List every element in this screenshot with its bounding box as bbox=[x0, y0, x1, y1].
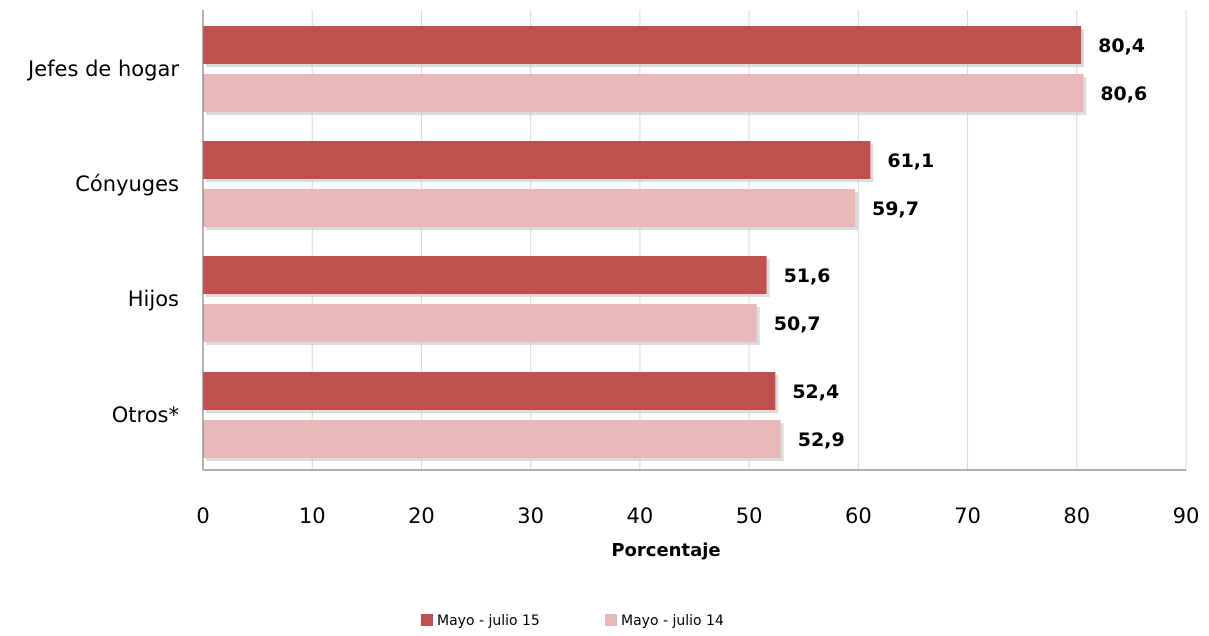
bars bbox=[203, 26, 1087, 461]
x-tick-label: 20 bbox=[408, 504, 435, 528]
legend-swatch bbox=[605, 614, 617, 626]
data-label: 50,7 bbox=[774, 313, 821, 335]
category-label: Hijos bbox=[128, 287, 179, 311]
legend-label: Mayo - julio 15 bbox=[437, 613, 540, 629]
data-label: 52,4 bbox=[792, 381, 839, 403]
data-labels: 80,4 80,6 61,1 59,7 51,6 50,7 52,4 52,9 bbox=[774, 35, 1147, 451]
category-label: Jefes de hogar bbox=[26, 57, 179, 81]
data-label: 52,9 bbox=[798, 429, 845, 451]
bar bbox=[203, 141, 871, 179]
axes bbox=[202, 10, 1186, 471]
bar bbox=[203, 26, 1082, 64]
x-tick-label: 10 bbox=[299, 504, 326, 528]
legend: Mayo - julio 15 Mayo - julio 14 bbox=[421, 613, 724, 629]
data-label: 61,1 bbox=[887, 150, 934, 172]
data-label: 59,7 bbox=[872, 198, 919, 220]
category-labels: Jefes de hogar Cónyuges Hijos Otros* bbox=[26, 57, 179, 427]
bar bbox=[203, 372, 776, 410]
x-tick-label: 50 bbox=[736, 504, 763, 528]
data-label: 80,4 bbox=[1098, 35, 1145, 57]
bar bbox=[203, 420, 781, 458]
bar bbox=[203, 74, 1084, 112]
x-axis-title: Porcentaje bbox=[611, 540, 720, 561]
tick-labels: 0 10 20 30 40 50 60 70 80 90 bbox=[196, 504, 1199, 528]
legend-swatch bbox=[421, 614, 433, 626]
bar bbox=[203, 256, 767, 294]
data-label: 51,6 bbox=[784, 265, 831, 287]
x-tick-label: 0 bbox=[196, 504, 209, 528]
bar bbox=[203, 304, 757, 342]
data-label: 80,6 bbox=[1100, 83, 1147, 105]
category-label: Otros* bbox=[112, 403, 179, 427]
bar bbox=[203, 189, 856, 227]
x-tick-label: 60 bbox=[845, 504, 872, 528]
x-tick-label: 30 bbox=[517, 504, 544, 528]
category-label: Cónyuges bbox=[75, 172, 179, 196]
x-tick-label: 90 bbox=[1173, 504, 1200, 528]
legend-label: Mayo - julio 14 bbox=[621, 613, 724, 629]
x-tick-label: 80 bbox=[1063, 504, 1090, 528]
x-tick-label: 40 bbox=[627, 504, 654, 528]
x-tick-label: 70 bbox=[954, 504, 981, 528]
